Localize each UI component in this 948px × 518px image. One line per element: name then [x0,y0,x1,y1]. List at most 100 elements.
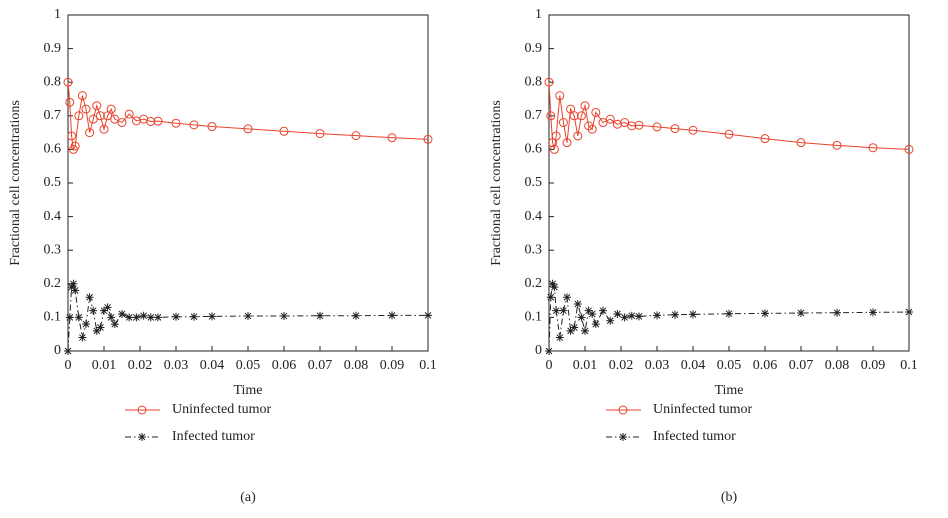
x-tick-label: 0.04 [200,358,225,373]
data-point [634,120,644,130]
data-point [612,119,622,129]
data-point [71,286,80,295]
x-tick-label: 0.07 [308,358,333,373]
data-point [74,313,83,322]
data-point [172,312,180,321]
data-point [67,131,77,141]
data-point [558,118,568,128]
data-point [573,131,583,141]
data-point [869,308,877,317]
x-tick-label: 0.08 [825,358,850,373]
data-point [573,299,582,308]
data-point [563,293,571,302]
data-point [99,124,109,134]
data-point [124,109,134,119]
data-point [576,111,586,121]
data-point [591,107,601,117]
data-point [570,323,579,332]
data-point [153,116,163,126]
data-point [280,312,288,321]
data-point [63,77,73,87]
data-point [351,131,361,141]
data-point [106,104,116,114]
x-axis-label: Time [233,383,262,398]
y-tick-label: 0.4 [44,209,62,224]
data-point [833,308,841,317]
x-tick-label: 0.01 [92,358,117,373]
legend-label: Infected tumor [653,429,736,444]
data-point [125,313,134,322]
plot-frame [548,14,910,352]
data-point [74,111,84,121]
data-point [797,309,805,318]
x-tick-label: 0.01 [573,358,598,373]
data-point [581,326,589,335]
x-tick-label: 0.07 [789,358,814,373]
data-point [566,104,576,114]
y-tick-label: 0.1 [44,310,62,325]
data-point [88,114,98,124]
data-point [65,97,75,107]
data-point [132,313,141,322]
data-point [244,312,252,321]
x-tick-label: 0.06 [272,358,297,373]
data-point [65,313,74,322]
legend-label: Infected tumor [172,429,255,444]
data-point [549,144,559,154]
data-point [279,126,289,136]
y-tick-label: 0.3 [44,242,62,257]
data-point [103,111,113,121]
plot-frame [67,14,429,352]
legend-marker [138,433,146,441]
data-point [545,347,553,355]
data-point [423,134,433,144]
data-point [555,91,565,101]
data-point [131,116,141,126]
data-point [832,140,842,150]
data-point [171,118,181,128]
x-tick-label: 0.09 [861,358,886,373]
y-tick-label: 0 [54,343,61,358]
data-point [190,312,198,321]
x-tick-label: 0.06 [753,358,778,373]
data-point [598,118,608,128]
data-point [424,311,432,320]
data-point [620,118,630,128]
data-point [64,347,72,355]
data-point [154,313,162,322]
y-tick-label: 0.2 [44,276,62,291]
data-point [605,114,615,124]
data-point [569,111,579,121]
data-point [552,306,561,315]
series-line [548,82,910,150]
data-point [761,309,769,318]
y-tick-label: 0.4 [525,209,543,224]
data-point [316,311,324,320]
data-point [627,311,636,320]
legend-label: Uninfected tumor [653,402,752,417]
data-point [146,313,155,322]
data-point [548,138,558,148]
data-point [208,312,216,321]
x-tick-label: 0.09 [380,358,405,373]
data-point [315,129,325,139]
data-point [85,293,94,302]
data-point [103,303,112,312]
data-point [627,121,637,131]
data-point [96,323,105,332]
data-point [118,310,126,319]
data-point [562,138,572,148]
y-tick-label: 0.9 [44,41,62,56]
data-point [588,310,597,319]
data-point [207,122,217,132]
data-point [559,306,568,315]
data-point [69,279,78,288]
data-point [566,326,575,335]
data-point [100,306,108,315]
legend-marker [137,405,147,415]
data-point [670,124,680,134]
data-point [67,283,76,292]
data-point [580,101,590,111]
data-point [139,311,148,320]
x-axis-label: Time [714,383,743,398]
